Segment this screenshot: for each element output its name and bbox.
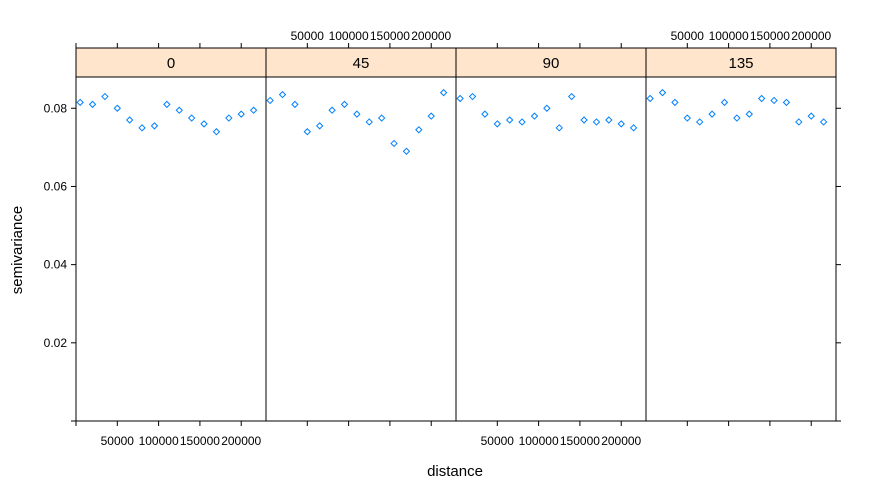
data-point — [671, 98, 679, 107]
data-point — [493, 120, 502, 128]
data-point — [125, 116, 134, 124]
data-point — [695, 118, 704, 126]
data-point — [200, 120, 208, 128]
y-tick-label: 0.06 — [44, 179, 68, 193]
strip-label: 45 — [353, 55, 370, 72]
data-point — [249, 106, 258, 114]
data-point — [530, 112, 539, 120]
data-point — [683, 114, 692, 122]
data-point — [518, 118, 526, 126]
panel-frame — [265, 76, 457, 422]
data-point — [212, 128, 221, 136]
data-point — [88, 100, 97, 109]
y-axis-title: semivariance — [9, 206, 26, 294]
data-point — [225, 114, 233, 122]
data-point — [795, 118, 803, 126]
data-point — [175, 106, 183, 114]
data-point — [377, 114, 386, 122]
x-tick-label: 50000 — [481, 434, 515, 448]
panel-frame — [75, 76, 267, 422]
x-tick-label: 150000 — [750, 29, 790, 43]
data-point — [138, 124, 146, 132]
data-point — [163, 100, 171, 109]
panel-frame — [645, 76, 837, 422]
data-point — [315, 122, 324, 130]
x-tick-label: 150000 — [180, 434, 220, 448]
y-axis: 0.02 0.04 0.06 0.08 — [44, 101, 841, 422]
strip-label: 90 — [543, 55, 560, 72]
data-point — [646, 94, 654, 103]
data-point — [353, 110, 361, 118]
data-point — [592, 118, 601, 126]
x-tick-label: 200000 — [601, 434, 641, 448]
data-point — [456, 94, 464, 103]
x-tick-label: 50000 — [291, 29, 325, 43]
strip-45 — [265, 47, 457, 78]
points-layer — [76, 88, 828, 155]
data-point — [340, 100, 349, 109]
strip-135 — [645, 47, 837, 78]
strip-label: 135 — [728, 55, 753, 72]
x-tick-label: 100000 — [139, 434, 179, 448]
data-point — [468, 92, 477, 101]
data-point — [101, 92, 109, 101]
x-tick-label: 200000 — [791, 29, 831, 43]
data-point — [617, 120, 625, 128]
data-point — [605, 116, 613, 124]
y-tick-label: 0.04 — [44, 258, 68, 272]
data-point — [439, 88, 448, 97]
data-point — [150, 122, 159, 130]
data-point — [733, 114, 741, 122]
x-tick-label: 50000 — [671, 29, 705, 43]
data-point — [328, 106, 336, 114]
data-point — [76, 98, 84, 107]
strip-label: 0 — [167, 55, 175, 72]
data-point — [720, 98, 729, 107]
x-tick-label: 100000 — [709, 29, 749, 43]
data-point — [187, 114, 196, 122]
x-tick-label: 50000 — [101, 434, 135, 448]
data-point — [807, 112, 815, 120]
data-point — [415, 126, 423, 134]
x-tick-label: 200000 — [411, 29, 451, 43]
panels-layer: 0 45 90 135 — [75, 47, 837, 422]
data-point — [291, 100, 299, 109]
data-point — [629, 124, 638, 132]
data-point — [819, 118, 828, 126]
x-tick-label: 200000 — [221, 434, 261, 448]
data-point — [708, 110, 716, 118]
data-point — [427, 112, 435, 120]
data-point — [402, 147, 411, 155]
x-tick-label: 100000 — [519, 434, 559, 448]
data-point — [782, 98, 791, 107]
data-point — [658, 88, 667, 97]
x-axis-title: distance — [427, 463, 483, 480]
data-point — [567, 92, 576, 101]
data-point — [390, 139, 398, 148]
y-tick-label: 0.08 — [44, 101, 68, 115]
data-point — [555, 124, 563, 132]
data-point — [745, 110, 753, 118]
y-tick-label: 0.02 — [44, 336, 68, 350]
data-point — [266, 96, 274, 105]
data-point — [757, 94, 766, 103]
data-point — [543, 104, 551, 112]
data-point — [303, 128, 312, 136]
data-point — [580, 116, 588, 124]
x-tick-label: 150000 — [370, 29, 410, 43]
data-point — [505, 116, 514, 124]
panel-frame — [455, 76, 647, 422]
x-tick-label: 100000 — [329, 29, 369, 43]
data-point — [278, 90, 287, 99]
data-point — [113, 104, 122, 112]
x-tick-label: 150000 — [560, 434, 600, 448]
strip-0 — [75, 47, 267, 78]
data-point — [481, 110, 489, 118]
data-point — [237, 110, 245, 118]
strip-90 — [455, 47, 647, 78]
data-point — [770, 96, 778, 105]
data-point — [365, 118, 373, 126]
